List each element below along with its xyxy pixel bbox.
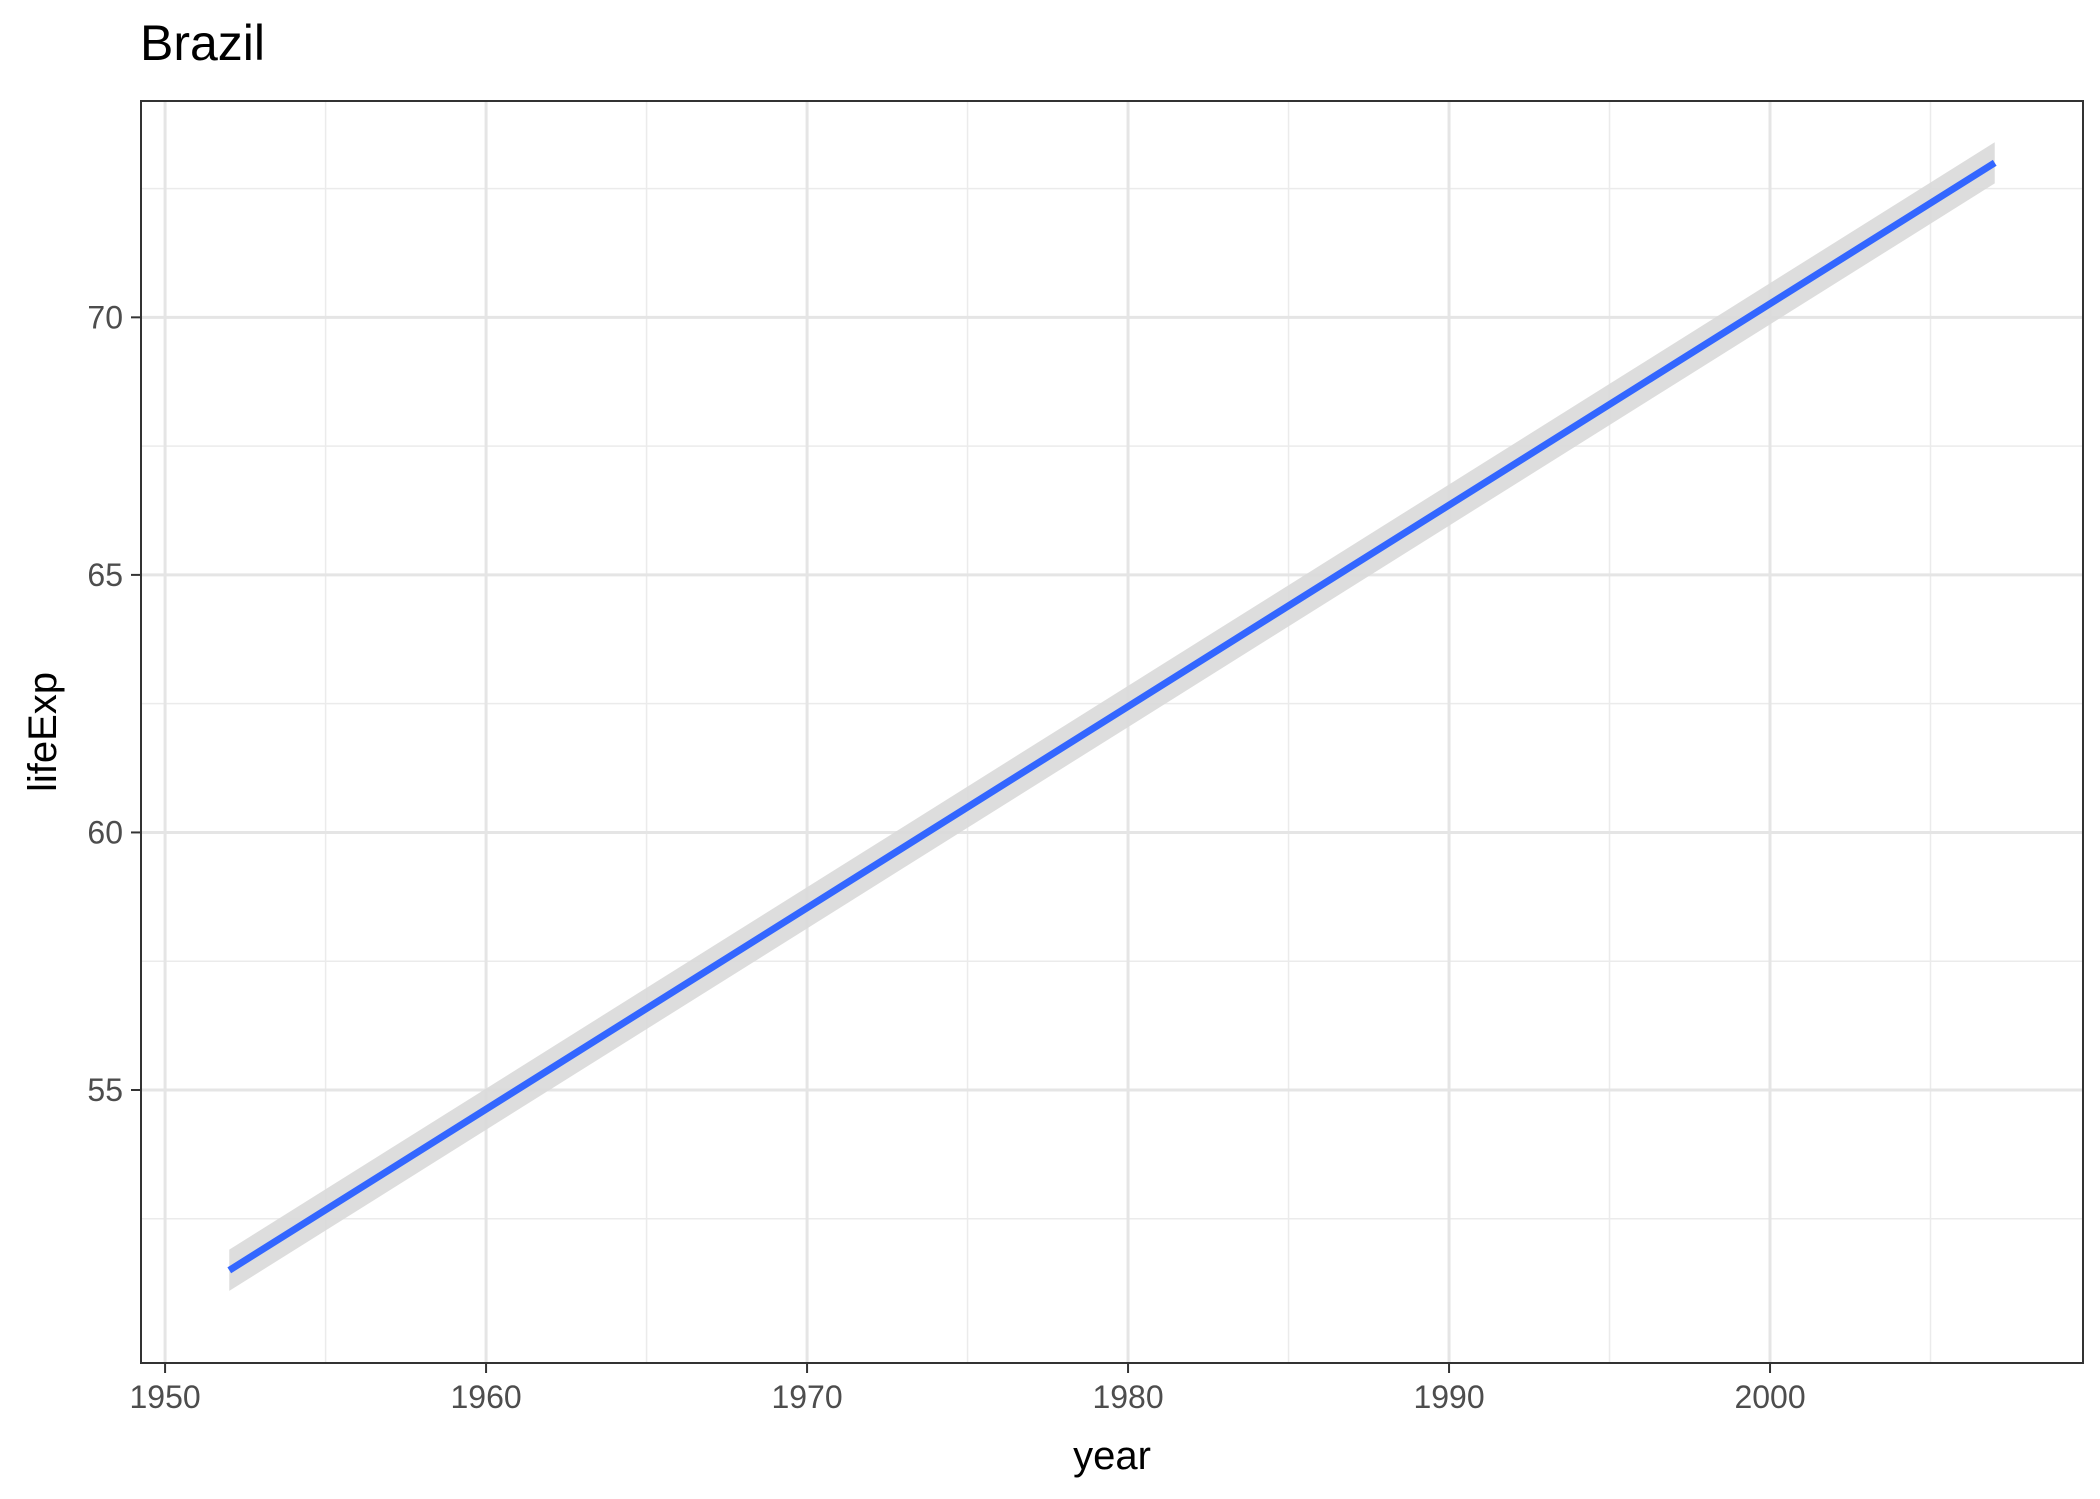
x-tick-label: 1960: [450, 1379, 521, 1415]
x-tick-label: 1970: [771, 1379, 842, 1415]
y-tick-label: 65: [87, 557, 123, 593]
axis-ticks: [131, 316, 1772, 1373]
y-tick-label: 60: [87, 814, 123, 850]
minor-gridlines: [141, 101, 2083, 1363]
tick-labels: 1950 1960 1970 1980 1990 2000 55 60 65 70: [87, 299, 1805, 1415]
x-tick-label: 1950: [129, 1379, 200, 1415]
major-gridlines: [141, 101, 2083, 1363]
series-line: [227, 159, 1997, 1274]
panel-border: [140, 100, 2084, 1364]
y-tick-label: 70: [87, 299, 123, 335]
x-tick-label: 2000: [1734, 1379, 1805, 1415]
x-tick-label: 1990: [1413, 1379, 1484, 1415]
series-layer: [227, 142, 1997, 1291]
chart-title: Brazil: [140, 15, 266, 71]
y-tick-label: 55: [87, 1072, 123, 1108]
y-axis-title: lifeExp: [21, 672, 65, 792]
x-tick-label: 1980: [1092, 1379, 1163, 1415]
x-axis-title: year: [1073, 1434, 1151, 1478]
